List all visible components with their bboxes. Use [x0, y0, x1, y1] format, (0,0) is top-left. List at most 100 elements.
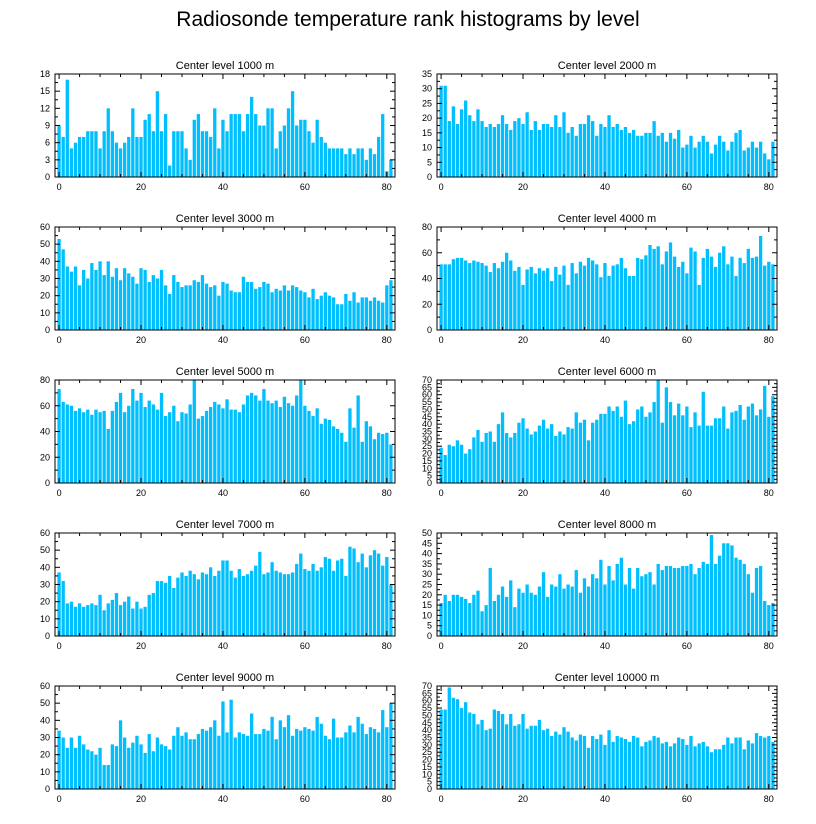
histogram-bar	[139, 268, 143, 330]
histogram-bar	[163, 285, 168, 330]
histogram-bar	[192, 739, 196, 789]
histogram-bar	[290, 285, 295, 330]
histogram-bar	[697, 743, 701, 789]
histogram-bar	[758, 736, 763, 789]
histogram-bar	[730, 743, 734, 789]
histogram-bar	[713, 418, 718, 483]
histogram-bar	[331, 426, 336, 483]
histogram-bar	[135, 136, 139, 177]
x-tick-label: 0	[57, 182, 62, 192]
histogram-bar	[578, 734, 583, 789]
histogram-bar	[603, 744, 607, 789]
y-tick-label: 80	[40, 375, 50, 385]
histogram-bar	[61, 737, 65, 789]
histogram-bar	[570, 263, 574, 330]
x-tick-label: 60	[300, 794, 310, 804]
panel-frame	[54, 226, 396, 331]
histogram-bar	[558, 574, 562, 636]
histogram-bar	[249, 713, 254, 789]
histogram-bar	[270, 403, 274, 483]
histogram-bar	[664, 141, 669, 177]
histogram-bar	[595, 264, 599, 330]
y-tick-label: 35	[422, 427, 432, 437]
histogram-bar	[168, 412, 172, 483]
histogram-bar	[713, 749, 718, 789]
histogram-bar	[266, 283, 270, 330]
histogram-bar	[611, 410, 615, 483]
histogram-bar	[147, 281, 151, 330]
histogram-bar	[188, 404, 192, 483]
histogram-bar	[65, 747, 69, 789]
histogram-bar	[110, 410, 114, 483]
histogram-bar	[77, 735, 82, 789]
histogram-bar	[102, 275, 106, 330]
y-tick-label: 65	[422, 382, 432, 392]
histogram-bar	[468, 603, 472, 636]
histogram-bar	[77, 408, 82, 483]
histogram-bar	[484, 432, 488, 483]
x-tick-label: 20	[518, 182, 528, 192]
histogram-panel-3: Center level 3000 m 0 20 40 60 80 0 10 20 30 40 50 6…	[40, 213, 396, 345]
histogram-bar	[513, 607, 517, 636]
histogram-bar	[611, 265, 615, 331]
histogram-bar	[245, 114, 250, 177]
histogram-bar	[455, 699, 460, 789]
histogram-bar	[225, 560, 229, 636]
histogram-bar	[143, 407, 147, 483]
histogram-bar	[176, 421, 180, 483]
histogram-bar	[237, 114, 241, 177]
histogram-bar	[685, 144, 689, 177]
histogram-bar	[381, 565, 385, 636]
histogram-bar	[159, 392, 164, 484]
histogram-bar	[258, 551, 262, 636]
x-tick-label: 40	[218, 488, 228, 498]
histogram-bar	[652, 121, 656, 177]
histogram-bar	[443, 709, 447, 789]
histogram-bar	[545, 596, 550, 636]
histogram-bar	[763, 737, 767, 789]
histogram-bar	[184, 732, 188, 789]
histogram-bar	[545, 728, 550, 789]
histogram-bar	[451, 106, 456, 177]
histogram-bar	[771, 141, 775, 177]
histogram-bar	[746, 740, 750, 789]
histogram-bar	[315, 119, 319, 177]
histogram-bar	[172, 405, 176, 483]
y-tick-label: 10	[422, 769, 432, 779]
histogram-bar	[726, 543, 730, 636]
histogram-bar	[615, 736, 619, 789]
histogram-bar	[135, 283, 139, 330]
histogram-bar	[455, 440, 460, 483]
histogram-bar	[147, 114, 151, 177]
histogram-bar	[184, 413, 188, 483]
histogram-bar	[521, 418, 525, 483]
histogram-bar	[595, 419, 599, 483]
histogram-bar	[603, 126, 607, 177]
histogram-bar	[591, 121, 595, 177]
histogram-bar	[94, 605, 98, 636]
histogram-bar	[336, 428, 340, 483]
y-tick-label: 50	[422, 710, 432, 720]
y-tick-label: 10	[422, 463, 432, 473]
histogram-bar	[578, 422, 583, 483]
histogram-bar	[533, 431, 537, 483]
histogram-bar	[204, 410, 209, 483]
histogram-bar	[742, 749, 746, 789]
y-tick-label: 55	[422, 703, 432, 713]
x-tick-label: 40	[600, 794, 610, 804]
x-tick-label: 80	[764, 794, 774, 804]
y-tick-label: 10	[40, 767, 50, 777]
histogram-bar	[705, 425, 710, 483]
histogram-bar	[652, 584, 656, 636]
histogram-bar	[701, 741, 705, 789]
histogram-bar	[648, 245, 652, 330]
y-tick-label: 0	[45, 784, 50, 794]
y-tick-label: 40	[40, 562, 50, 572]
histogram-bar	[705, 141, 710, 177]
histogram-bar	[492, 126, 496, 177]
y-tick-label: 40	[422, 274, 432, 284]
histogram-bar	[447, 600, 451, 636]
x-tick-label: 20	[136, 335, 146, 345]
x-tick-label: 0	[57, 488, 62, 498]
histogram-bar	[631, 736, 636, 789]
